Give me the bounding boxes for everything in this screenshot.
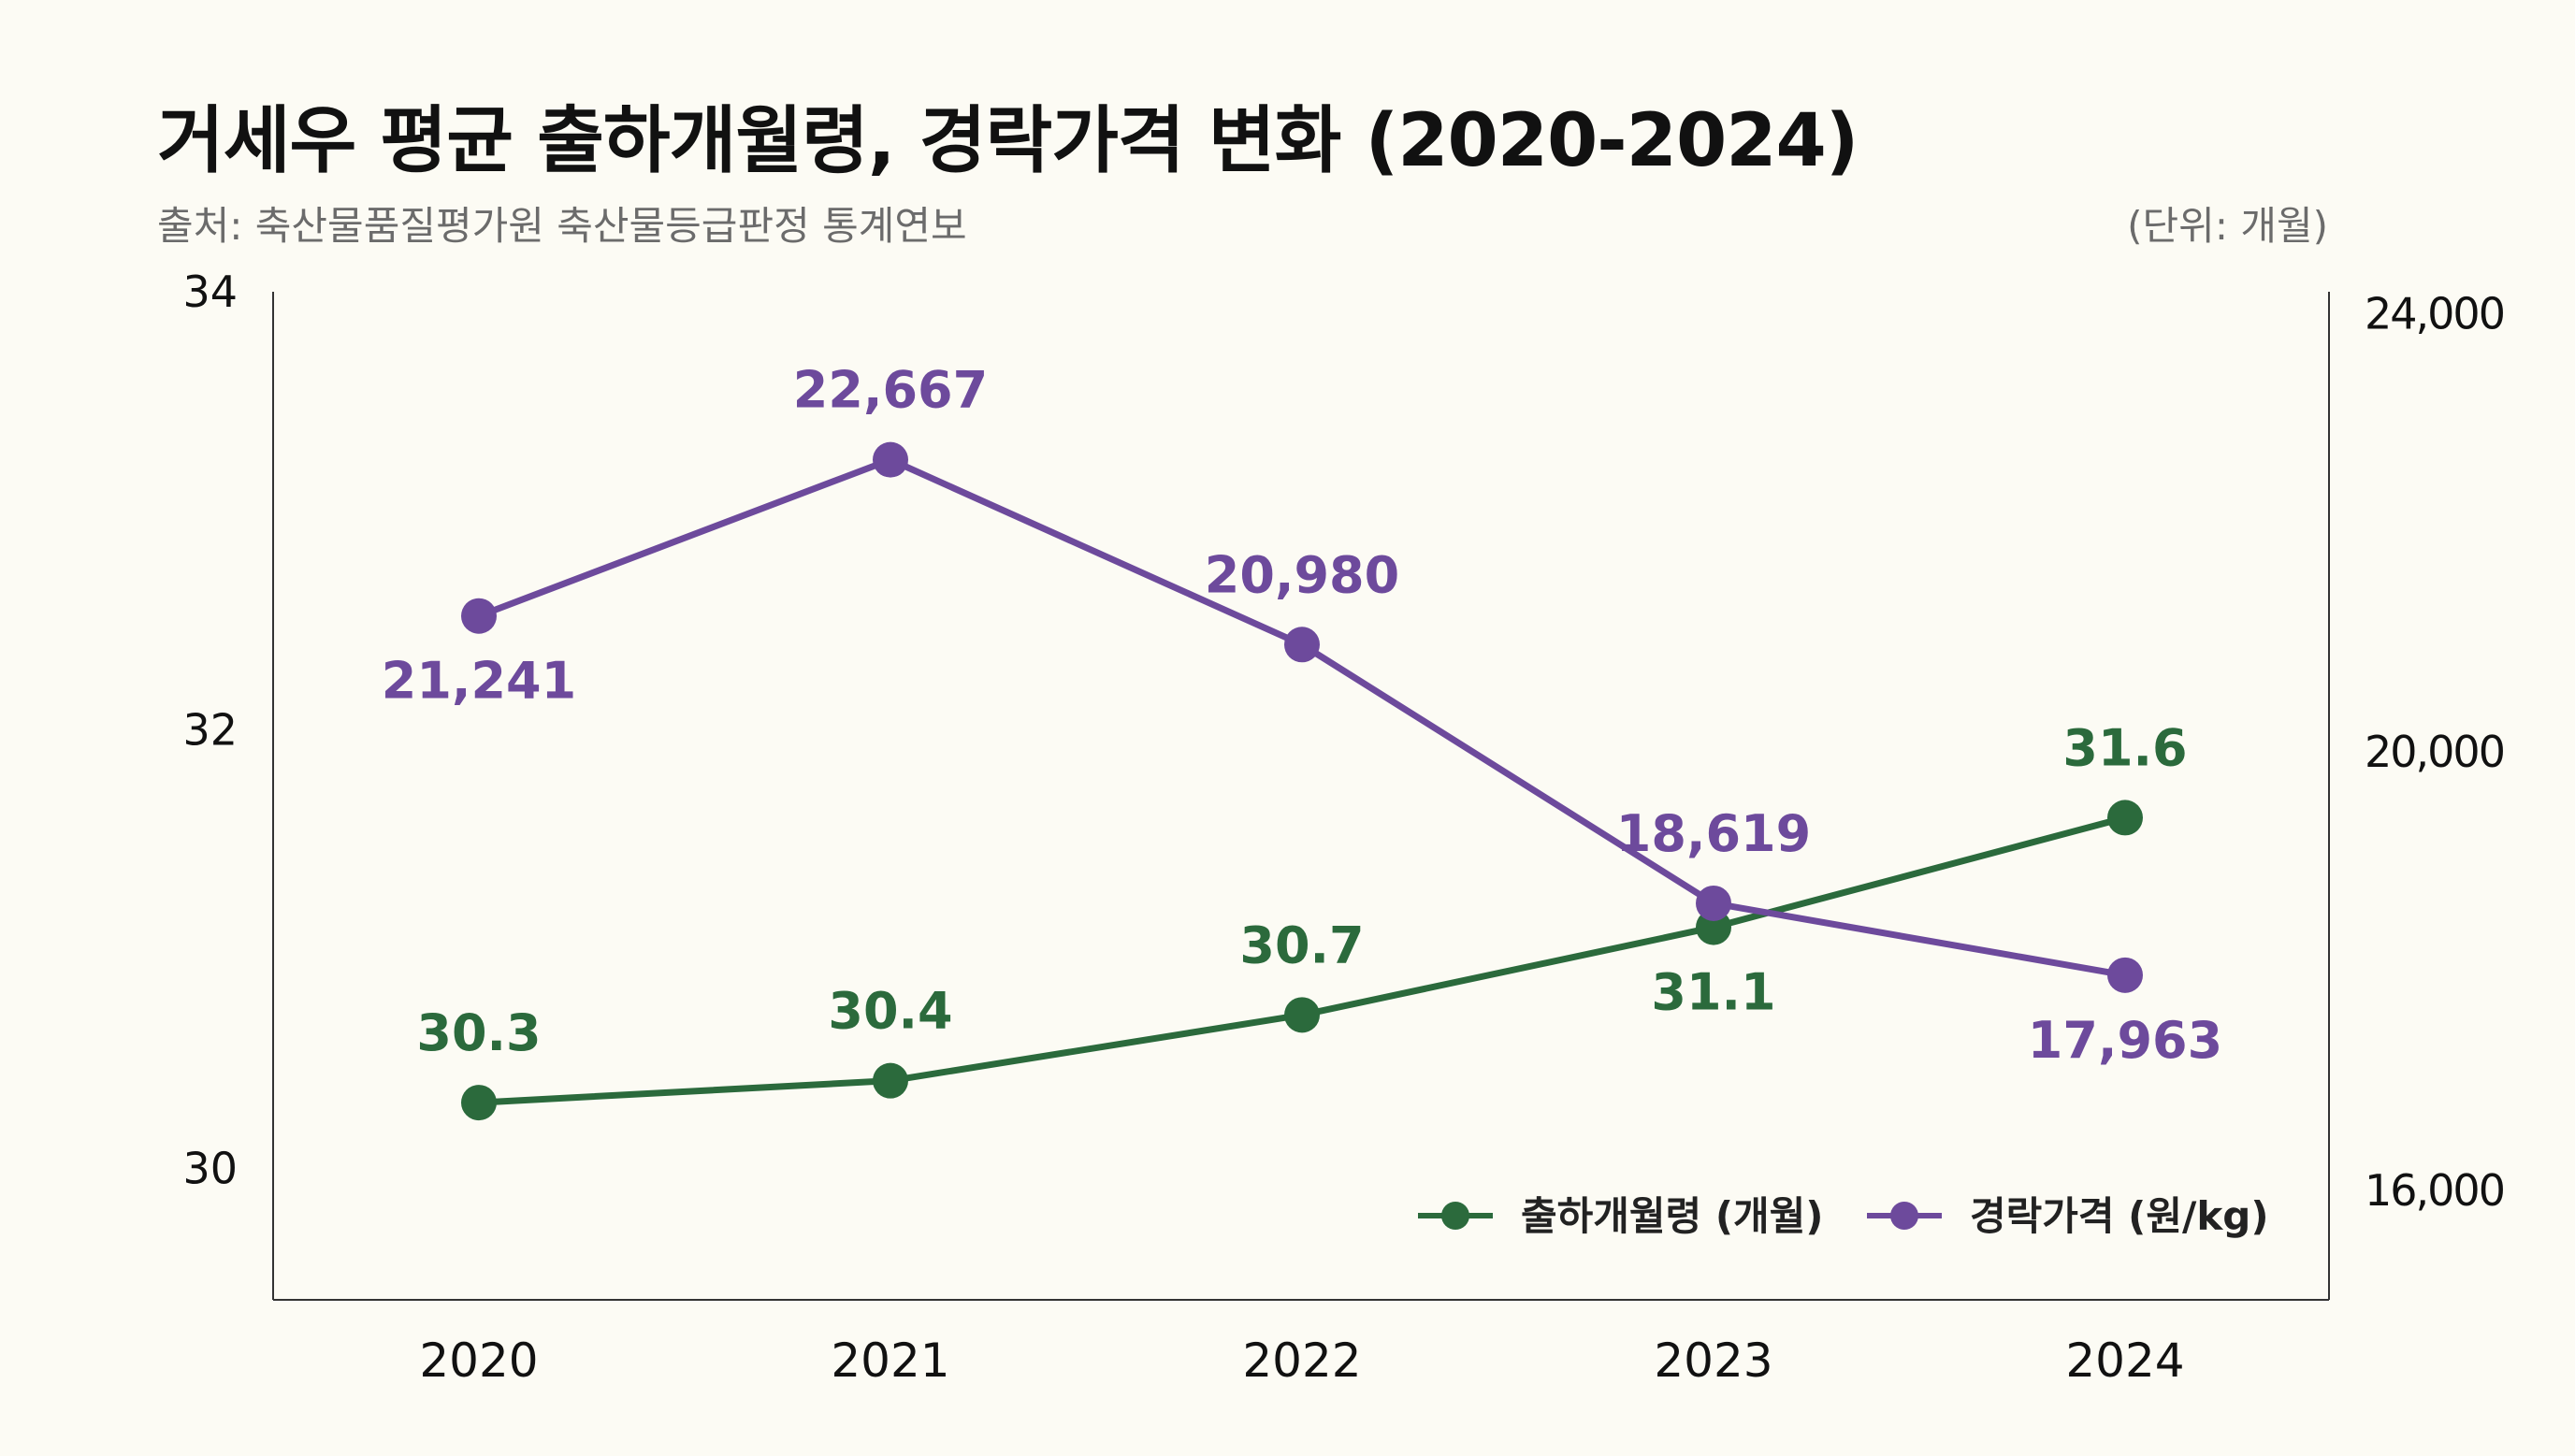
data-point bbox=[873, 1062, 908, 1099]
data-label: 20,980 bbox=[1205, 545, 1399, 604]
y-right-tick-label: 24,000 bbox=[2365, 288, 2504, 339]
data-point bbox=[1284, 627, 1320, 663]
data-point bbox=[873, 441, 908, 478]
legend-label-1: 경락가격 (원/kg) bbox=[1970, 1193, 2269, 1239]
data-point bbox=[461, 1085, 497, 1121]
x-tick-label: 2021 bbox=[831, 1333, 949, 1388]
data-point bbox=[461, 598, 497, 634]
chart-source: 출처: 축산물품질평가원 축산물등급판정 통계연보 bbox=[157, 203, 967, 249]
data-label: 31.6 bbox=[2062, 718, 2187, 777]
y-left-tick-label: 34 bbox=[182, 267, 238, 317]
x-tick-label: 2020 bbox=[419, 1333, 538, 1388]
data-point bbox=[2107, 800, 2143, 836]
y-right-tick-label: 20,000 bbox=[2365, 727, 2504, 777]
data-label: 30.7 bbox=[1239, 915, 1364, 974]
data-label: 17,963 bbox=[2028, 1011, 2222, 1070]
chart-title: 거세우 평균 출하개월령, 경락가격 변화 (2020-2024) bbox=[157, 99, 1859, 183]
series-line-1 bbox=[475, 456, 2129, 979]
data-label: 30.4 bbox=[828, 982, 952, 1041]
data-label: 30.3 bbox=[416, 1003, 541, 1062]
data-label: 22,667 bbox=[793, 361, 988, 420]
y-right-tick-label: 16,000 bbox=[2365, 1165, 2504, 1216]
data-label: 21,241 bbox=[382, 652, 576, 711]
data-label: 31.1 bbox=[1651, 963, 1775, 1022]
x-tick-label: 2023 bbox=[1654, 1333, 1772, 1388]
y-left-tick-label: 30 bbox=[182, 1143, 238, 1193]
legend-marker-1 bbox=[1890, 1202, 1918, 1230]
data-point bbox=[2107, 957, 2143, 993]
legend-marker-0 bbox=[1441, 1202, 1469, 1230]
data-label: 18,619 bbox=[1616, 804, 1811, 863]
data-point bbox=[1696, 885, 1731, 921]
x-tick-label: 2022 bbox=[1242, 1333, 1361, 1388]
data-point bbox=[1284, 997, 1320, 1033]
y-left-tick-label: 32 bbox=[182, 705, 238, 756]
chart-unit: (단위: 개월) bbox=[2127, 203, 2328, 249]
x-tick-label: 2024 bbox=[2065, 1333, 2184, 1388]
legend-label-0: 출하개월령 (개월) bbox=[1521, 1193, 1824, 1239]
